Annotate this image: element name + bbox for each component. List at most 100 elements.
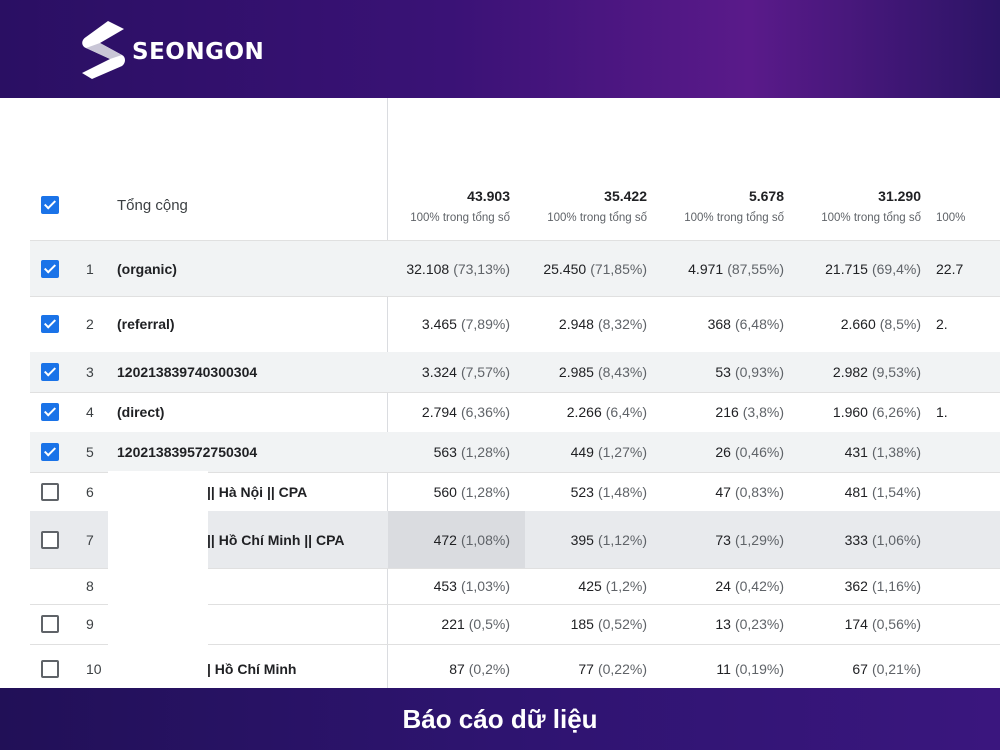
hovered-cell [388,511,525,568]
metric-cell: 368 (6,48%) [662,296,784,352]
row-index: 10 [86,661,102,677]
table-row[interactable]: 3 120213839740300304 3.324 (7,57%) 2.985 (8,4… [30,352,1000,393]
row-checkbox[interactable] [41,315,59,333]
metric-share: (8,5%) [879,316,921,332]
table-row[interactable]: 8 453 (1,03%) 425 (1,2%) 24 (0,42%) 362 (1,16%) [30,568,1000,605]
metric-cell: 472 (1,08%) [388,511,510,568]
metric-cell: 425 (1,2%) [525,568,647,604]
metric-cell: 3.465 (7,89%) [388,296,510,352]
metric-value: 26 [715,444,731,460]
metric-value: 185 [570,616,594,632]
row-checkbox[interactable] [41,531,59,549]
row-dimension-label: 120213839740300304 [117,364,258,380]
metric-cell: 333 (1,06%) [799,511,921,568]
total-share: 100% trong tổng số [547,212,647,224]
metric-share: (87,55%) [727,260,784,277]
table-row[interactable]: 9 221 (0,5%) 185 (0,52%) 13 (0,23%) 174 (0,56%) [30,604,1000,645]
select-all-checkbox[interactable] [41,196,59,214]
row-index: 9 [86,616,94,632]
metric-value: 2.948 [558,316,594,332]
metric-share: (1,03%) [460,578,510,594]
row-dimension-label: || Hà Nội || CPA [207,483,308,500]
metric-cell: 221 (0,5%) [388,604,510,644]
table-row[interactable]: 1 (organic) 32.108 (73,13%) 25.450 (71,85%) 4.… [30,241,1000,297]
metric-value-partial [936,568,996,604]
metric-share: (1,28%) [460,483,510,500]
metric-cell: 47 (0,83%) [662,472,784,511]
metric-share: (1,08%) [460,531,510,548]
table-row[interactable]: 2 (referral) 3.465 (7,89%) 2.948 (8,32%) 368 (6… [30,296,1000,353]
metric-share: (1,16%) [871,578,921,594]
metric-share: (0,52%) [597,616,647,632]
row-checkbox[interactable] [41,403,59,421]
metric-share: (1,29%) [734,531,784,548]
metric-value-partial [936,644,996,688]
metric-cell: 73 (1,29%) [662,511,784,568]
row-checkbox[interactable] [41,660,59,678]
metric-cell: 560 (1,28%) [388,472,510,511]
row-dimension-label: || Hồ Chí Minh || CPA [207,531,345,548]
metric-share: (0,83%) [734,483,784,500]
metric-value: 67 [852,661,868,677]
metric-share: (1,12%) [597,531,647,548]
metric-share: (73,13%) [453,260,510,277]
metric-cell: 3.324 (7,57%) [388,352,510,392]
metric-share: (0,5%) [468,616,510,632]
metric-value: 563 [433,444,457,460]
metric-share: (1,54%) [871,483,921,500]
metric-cell: 2.794 (6,36%) [388,392,510,432]
row-checkbox[interactable] [41,615,59,633]
metric-cell: 395 (1,12%) [525,511,647,568]
metric-share: (0,23%) [734,616,784,632]
metric-value: 395 [570,531,594,548]
metric-value-partial [936,352,996,392]
total-value: 31.290 [878,188,921,204]
metric-value: 53 [715,364,731,380]
table-row[interactable]: 6 || Hà Nội || CPA 560 (1,28%) 523 (1,48%) 47(… [30,472,1000,512]
seongon-s-logo-icon [82,21,125,79]
metric-value-partial: 1. [936,404,948,420]
metric-cell: 216 (3,8%) [662,392,784,432]
total-share: 100% trong tổng số [684,212,784,224]
metric-cell: 2.266 (6,4%) [525,392,647,432]
metric-share: (69,4%) [871,260,921,277]
metric-cell: 453 (1,03%) [388,568,510,604]
table-row[interactable]: 5 120213839572750304 563 (1,28%) 449 (1,27%) 2… [30,432,1000,473]
metric-value: 425 [578,578,602,594]
row-checkbox[interactable] [41,443,59,461]
row-checkbox[interactable] [41,363,59,381]
metric-share: (9,53%) [871,364,921,380]
metric-value: 4.971 [688,260,724,277]
row-checkbox[interactable] [41,260,59,278]
metric-value: 2.794 [421,404,457,420]
table-row[interactable]: 7 || Hồ Chí Minh || CPA 472 (1,08%) 395 (1,12… [30,511,1000,569]
metric-value: 24 [715,578,731,594]
table-row[interactable]: 10 | Hồ Chí Minh 87 (0,2%) 77 (0,22%) 11 (0,19%… [30,644,1000,688]
metric-value: 453 [433,578,457,594]
row-checkbox[interactable] [41,483,59,501]
metric-share: (7,57%) [460,364,510,380]
row-index: 7 [86,531,94,548]
row-index: 4 [86,404,94,420]
metric-cell: 32.108 (73,13%) [388,241,510,296]
metric-value: 2.982 [832,364,868,380]
table-row[interactable]: 4 (direct) 2.794 (6,36%) 2.266 (6,4%) 216 (3,8%… [30,392,1000,433]
metric-cell: 77 (0,22%) [525,644,647,688]
row-index: 5 [86,444,94,460]
metric-value: 1.960 [832,404,868,420]
row-dimension-label: (referral) [117,316,175,332]
metric-share: (0,42%) [734,578,784,594]
total-value: 35.422 [604,188,647,204]
metric-value-partial: 22.7 [936,260,964,277]
metric-cell: 21.715 (69,4%) [799,241,921,296]
metric-cell: 11 (0,19%) [662,644,784,688]
metric-value: 481 [844,483,868,500]
metric-value: 449 [570,444,594,460]
metric-cell: 185 (0,52%) [525,604,647,644]
metric-value-partial: 2. [936,316,948,332]
metric-value: 2.985 [558,364,594,380]
metric-cell: 87 (0,2%) [388,644,510,688]
metric-share: (1,27%) [597,444,647,460]
metric-share: (0,19%) [734,661,784,677]
metric-share: (0,56%) [871,616,921,632]
